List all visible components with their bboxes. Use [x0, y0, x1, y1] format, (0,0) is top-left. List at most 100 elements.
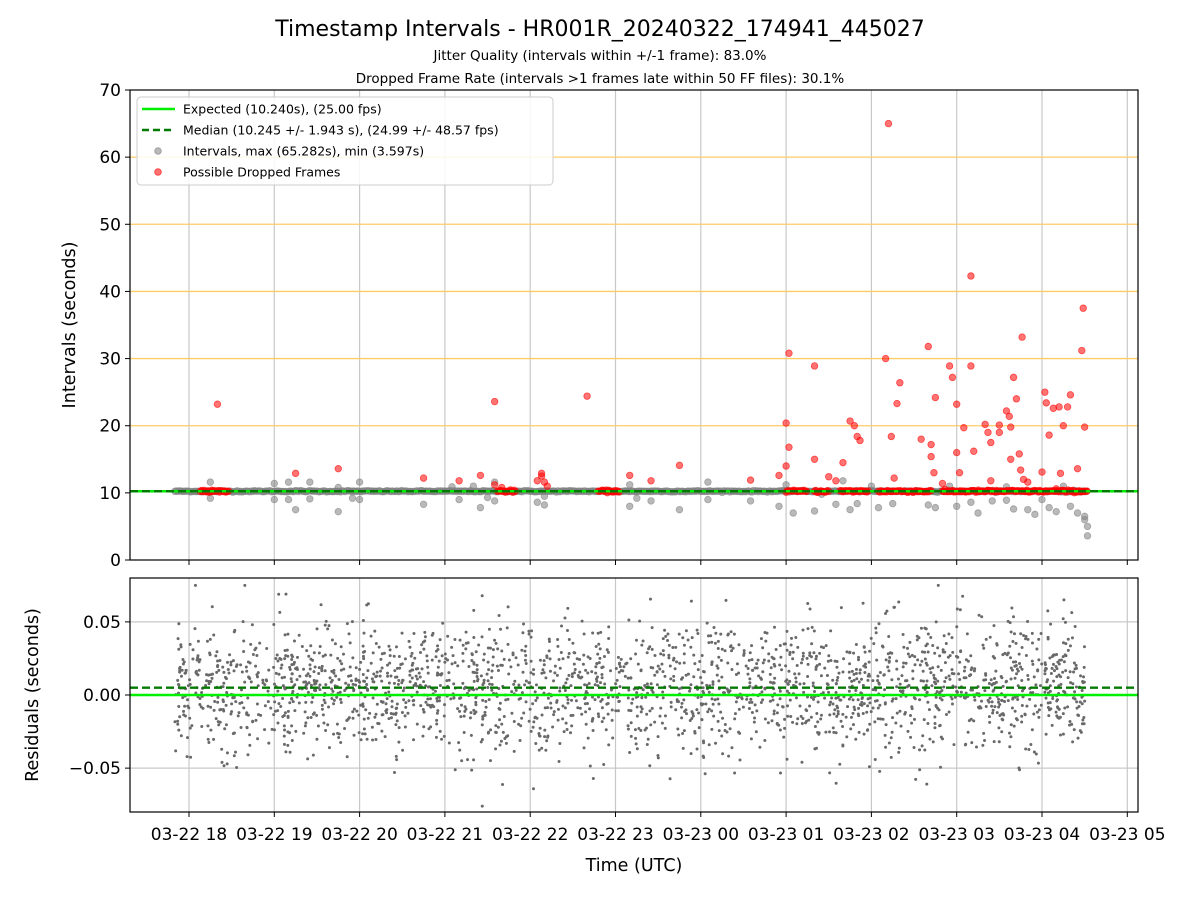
interval-point: [839, 477, 847, 485]
residual-point: [267, 668, 271, 672]
residual-point: [798, 682, 802, 686]
residual-point: [1063, 653, 1067, 657]
residual-point: [377, 645, 381, 649]
residual-point: [932, 673, 936, 677]
interval-point: [476, 503, 485, 512]
residual-point: [689, 645, 693, 649]
residual-point: [884, 612, 888, 616]
residual-point: [1082, 675, 1086, 679]
residual-point: [607, 625, 611, 629]
residual-point: [337, 678, 341, 682]
residual-point: [788, 653, 792, 657]
dropped-frame-point: [1012, 395, 1021, 403]
y-tick-label: 40: [99, 282, 121, 302]
interval-point: [270, 479, 278, 488]
residual-point: [254, 664, 258, 668]
residual-point: [966, 730, 970, 734]
residual-point: [634, 695, 638, 699]
residual-point: [524, 644, 528, 648]
residual-point: [644, 695, 648, 699]
residual-point: [626, 676, 630, 680]
residual-point: [309, 716, 313, 720]
residual-point: [720, 675, 724, 679]
residual-point: [419, 704, 423, 708]
residual-point: [370, 725, 374, 729]
residual-point: [495, 664, 499, 668]
residual-point: [810, 625, 814, 629]
residual-point: [482, 681, 486, 685]
residual-point: [758, 745, 762, 749]
residual-point: [230, 710, 234, 714]
residual-point: [786, 714, 790, 718]
residual-point: [1017, 652, 1021, 656]
residual-point: [794, 676, 798, 680]
residual-point: [957, 672, 961, 676]
residual-point: [1034, 752, 1038, 756]
residual-point: [879, 717, 883, 721]
residual-point: [373, 629, 377, 633]
residual-point: [728, 645, 732, 649]
residual-point: [208, 653, 212, 657]
residual-point: [669, 700, 673, 704]
residual-point: [309, 683, 313, 687]
residual-point: [706, 710, 710, 714]
residual-point: [222, 764, 226, 768]
y-tick-label: 0: [110, 551, 121, 571]
residual-point: [273, 700, 277, 704]
residual-point: [1051, 653, 1055, 657]
residual-point: [958, 660, 962, 664]
residual-point: [769, 666, 773, 670]
residual-point: [412, 738, 416, 742]
interval-point: [355, 495, 364, 504]
residual-point: [1064, 642, 1068, 646]
residual-point: [763, 717, 767, 721]
residual-point: [474, 710, 478, 714]
residual-point: [1009, 630, 1013, 634]
residual-point: [805, 695, 809, 699]
residual-point: [627, 618, 631, 622]
residual-point: [345, 622, 349, 626]
residual-point: [943, 679, 947, 683]
residual-point: [946, 655, 950, 659]
interval-point: [967, 498, 975, 506]
residual-point: [923, 657, 927, 661]
residual-point: [680, 705, 684, 709]
residual-point: [216, 700, 220, 704]
residual-point: [857, 680, 861, 684]
residual-point: [365, 676, 369, 680]
residual-point: [686, 638, 690, 642]
residual-point: [397, 679, 401, 683]
residual-point: [371, 738, 375, 742]
residual-point: [266, 700, 270, 704]
residual-point: [565, 629, 569, 633]
residual-point: [487, 668, 491, 672]
residual-point: [919, 626, 923, 630]
residual-point: [566, 698, 570, 702]
residual-point: [279, 704, 283, 708]
residual-point: [436, 665, 440, 669]
residual-point: [1061, 641, 1065, 645]
y-tick-label: 0.05: [83, 613, 121, 633]
residual-point: [567, 673, 571, 677]
residual-point: [894, 697, 898, 701]
residual-point: [1061, 712, 1065, 716]
residual-point: [564, 721, 568, 725]
residual-point: [218, 658, 222, 662]
residual-point: [496, 669, 500, 673]
residual-point: [828, 713, 832, 717]
dropped-frame-point: [1007, 423, 1015, 431]
residual-point: [218, 708, 222, 712]
residual-point: [467, 665, 471, 669]
residual-point: [458, 709, 462, 713]
residual-point: [644, 726, 648, 730]
residual-point: [1013, 676, 1017, 680]
residual-point: [925, 663, 929, 667]
residual-point: [229, 663, 233, 667]
residual-point: [520, 648, 524, 652]
residual-point: [480, 804, 484, 808]
residual-point: [354, 677, 358, 681]
residual-point: [283, 675, 287, 679]
residual-point: [396, 682, 400, 686]
residual-point: [970, 688, 974, 692]
residual-point: [682, 652, 686, 656]
